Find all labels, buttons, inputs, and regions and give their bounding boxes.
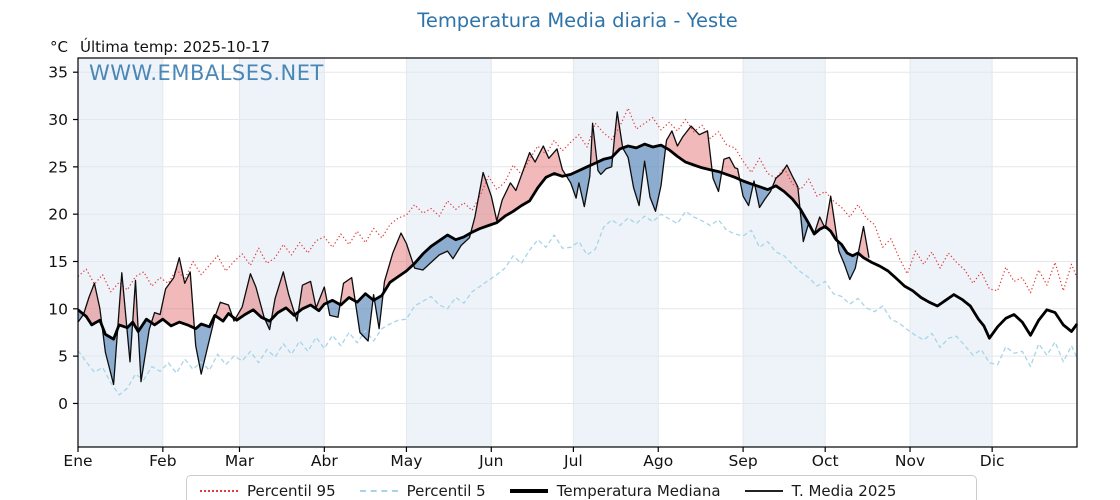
legend-item-label: Temperatura Mediana (556, 482, 721, 500)
cold-anomaly-area (126, 322, 133, 362)
warm-anomaly-area (858, 226, 869, 261)
month-band (239, 58, 325, 447)
warm-anomaly-area (235, 273, 265, 321)
y-tick-label: 25 (48, 158, 68, 176)
legend-item-t-media-2025: T. Media 2025 (744, 482, 897, 500)
x-axis-labels: Ene Feb Mar Abr May Jun Jul Ago Sep Oct Nov Dic (63, 452, 1004, 470)
page-title: Temperatura Media diaria - Yeste (417, 9, 738, 32)
cold-anomaly-area (78, 309, 84, 323)
x-tick-label: Jun (478, 452, 503, 470)
legend-item-mediana: Temperatura Mediana (509, 482, 721, 500)
legend-box: Percentil 95 Percentil 5 Temperatura Med… (186, 475, 977, 500)
month-bands (78, 58, 993, 447)
percentil-5-swatch (359, 490, 398, 492)
y-tick-label: 10 (48, 300, 68, 318)
x-tick-label: Feb (149, 452, 176, 470)
y-tick-label: 35 (48, 64, 68, 82)
warm-anomaly-area (271, 271, 295, 320)
cold-anomaly-area (413, 233, 471, 270)
warm-anomaly-area (665, 126, 712, 171)
cold-anomaly-area (374, 293, 384, 329)
month-band (743, 58, 826, 447)
y-tick-label: 15 (48, 253, 68, 271)
median-line (77, 142, 1079, 341)
cold-anomaly-area (622, 144, 666, 212)
t2025-line (77, 111, 870, 386)
watermark: WWW.EMBALSES.NET (89, 61, 324, 85)
x-tick-label: Jul (563, 452, 583, 470)
legend-item-percentil-95: Percentil 95 (200, 482, 336, 500)
gridlines (78, 58, 1077, 447)
t-media-2025-swatch (744, 490, 783, 492)
plot-border (77, 57, 1078, 448)
x-tick-label: Mar (225, 452, 255, 470)
warm-anomaly-area (132, 280, 139, 332)
plot-frame (77, 57, 1078, 448)
warm-anomaly-area (215, 302, 233, 322)
y-tick-label: 5 (58, 348, 68, 366)
cold-anomaly-area (837, 240, 859, 280)
mediana-swatch (509, 489, 548, 493)
warm-anomaly-area (151, 257, 195, 329)
warm-anomaly-area (83, 283, 102, 326)
x-tick-label: Ene (63, 452, 92, 470)
cold-anomaly-area (194, 315, 216, 375)
y-axis-labels: 0 5 10 15 20 25 30 35 (48, 64, 68, 413)
x-tick-label: Dic (980, 452, 1005, 470)
x-tick-label: Oct (812, 452, 839, 470)
month-band (910, 58, 993, 447)
cold-anomaly-area (800, 208, 809, 242)
month-band (78, 58, 163, 447)
legend-item-label: Percentil 95 (247, 482, 336, 500)
warm-anomaly-area (808, 217, 825, 234)
axis-ticks (73, 71, 993, 452)
legend-item-label: T. Media 2025 (791, 482, 897, 500)
p5-line (77, 210, 1078, 396)
x-tick-label: Sep (728, 452, 757, 470)
legend-item-percentil-5: Percentil 5 (359, 482, 486, 500)
cold-anomaly-area (327, 300, 341, 318)
warm-anomaly-area (825, 196, 838, 241)
last-temp-label: Última temp: 2025-10-17 (80, 38, 271, 56)
legend-item-label: Percentil 5 (406, 482, 486, 500)
x-tick-label: May (390, 452, 422, 470)
x-tick-label: Nov (895, 452, 925, 470)
warm-anomaly-area (117, 272, 127, 329)
x-tick-label: Abr (311, 452, 338, 470)
warm-anomaly-area (383, 233, 414, 294)
series-lines (77, 107, 1079, 396)
y-tick-label: 0 (58, 395, 68, 413)
warm-anomaly-area (298, 281, 328, 313)
percentil-95-swatch (200, 490, 238, 492)
y-axis-unit-label: °C (50, 38, 68, 56)
p95-line (77, 107, 1078, 294)
warm-anomaly-area (612, 111, 623, 157)
y-tick-label: 30 (48, 111, 68, 129)
x-tick-label: Ago (643, 452, 673, 470)
y-tick-label: 20 (48, 206, 68, 224)
